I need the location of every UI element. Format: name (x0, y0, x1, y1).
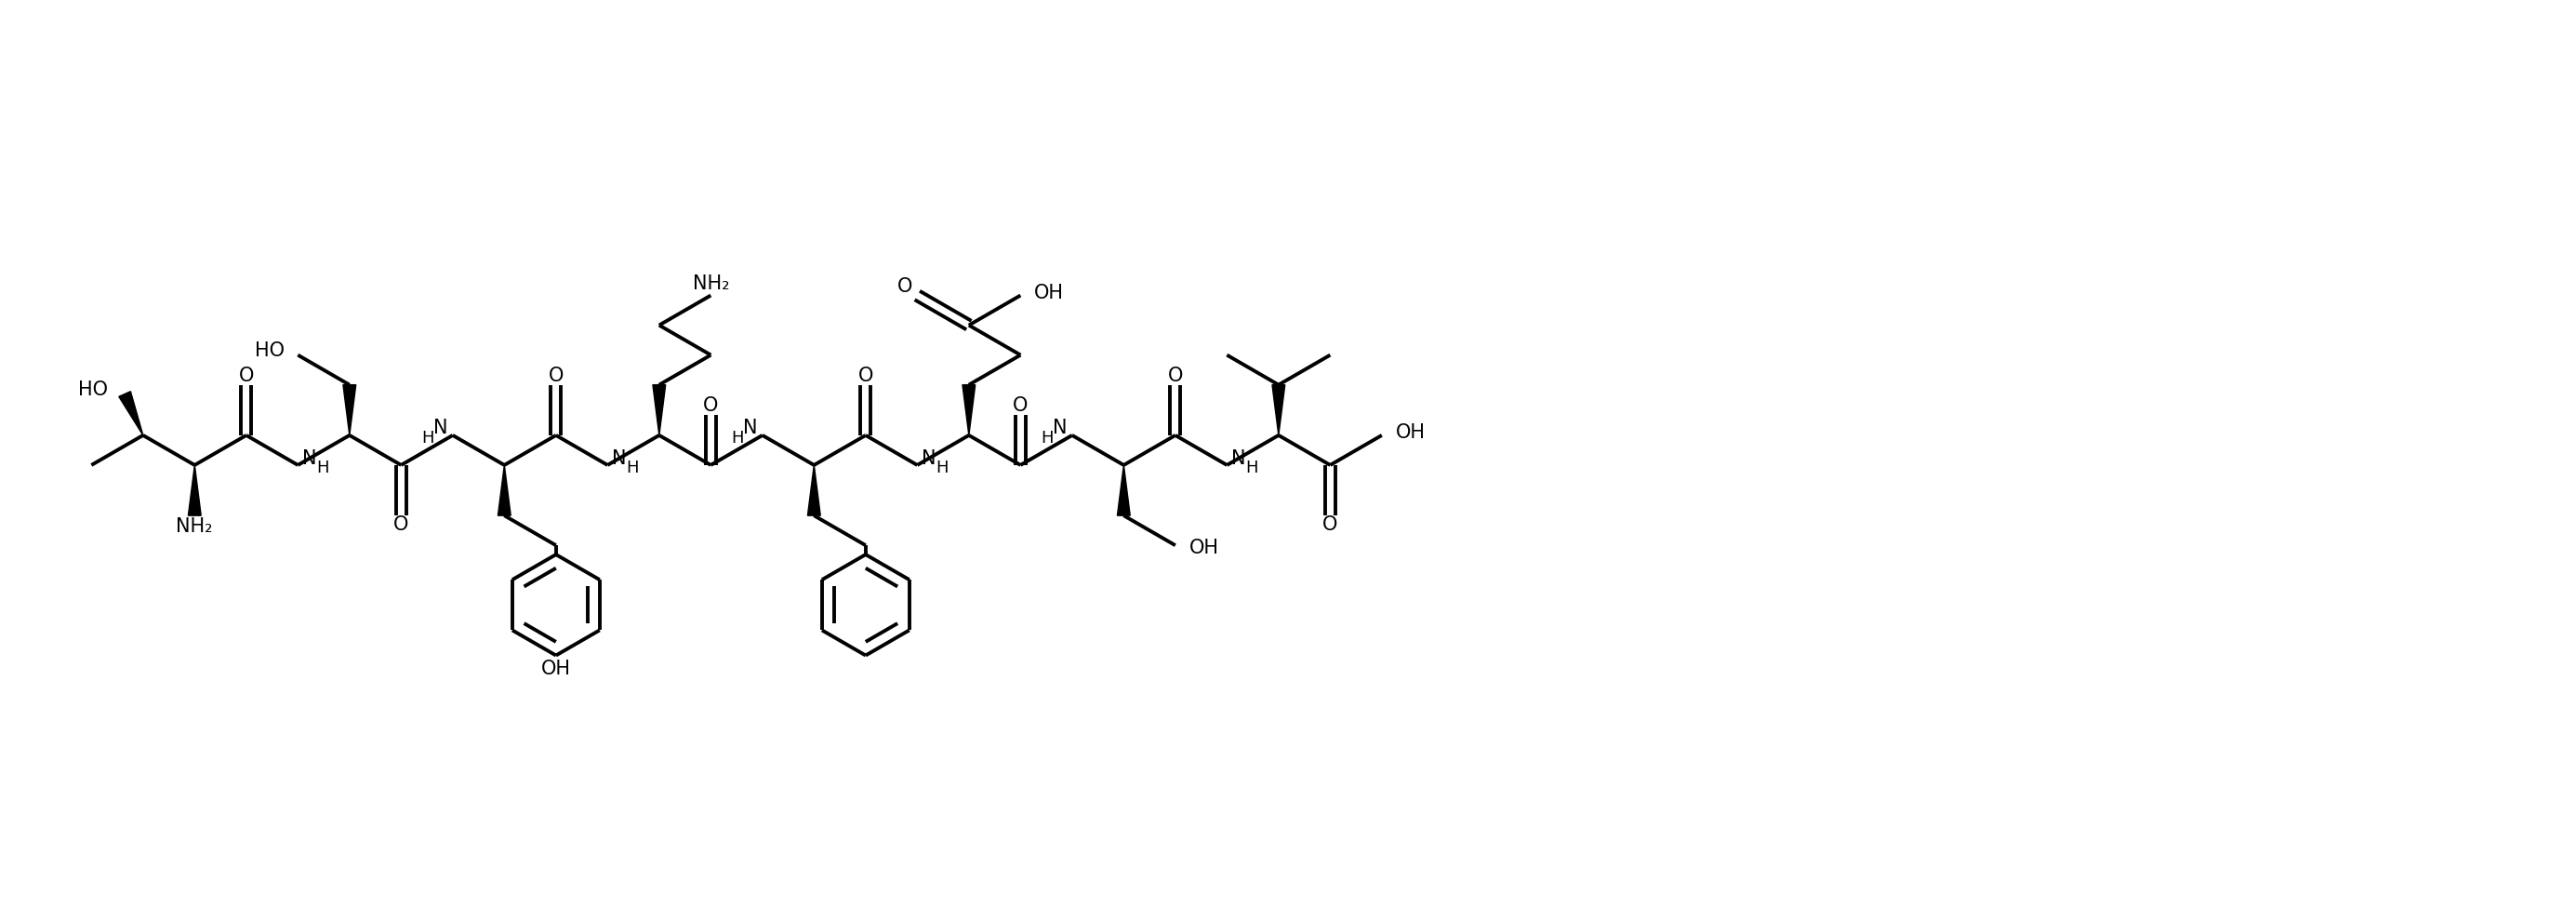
Polygon shape (343, 385, 355, 436)
Text: O: O (858, 367, 873, 385)
Text: N: N (433, 419, 448, 437)
Text: H: H (1041, 430, 1054, 447)
Text: OH: OH (1033, 284, 1064, 302)
Text: O: O (1321, 516, 1337, 534)
Text: NH₂: NH₂ (175, 518, 214, 536)
Text: OH: OH (541, 659, 572, 679)
Text: H: H (935, 460, 948, 476)
Text: H: H (626, 460, 639, 476)
Text: N: N (744, 419, 757, 437)
Text: NH₂: NH₂ (693, 274, 729, 293)
Text: N: N (1231, 449, 1247, 468)
Text: N: N (301, 449, 317, 468)
Polygon shape (188, 465, 201, 516)
Text: N: N (613, 449, 626, 468)
Polygon shape (652, 385, 665, 436)
Text: H: H (422, 430, 435, 447)
Text: OH: OH (1396, 424, 1425, 442)
Text: O: O (1012, 396, 1028, 414)
Polygon shape (118, 391, 144, 436)
Text: HO: HO (77, 380, 108, 399)
Text: H: H (1244, 460, 1257, 476)
Polygon shape (963, 385, 976, 436)
Polygon shape (497, 465, 510, 516)
Text: O: O (549, 367, 564, 385)
Text: OH: OH (1190, 539, 1218, 557)
Text: O: O (394, 516, 410, 534)
Polygon shape (1118, 465, 1131, 516)
Text: N: N (1054, 419, 1066, 437)
Text: N: N (922, 449, 935, 468)
Text: HO: HO (255, 341, 283, 360)
Text: H: H (732, 430, 744, 447)
Text: O: O (703, 396, 719, 414)
Text: O: O (240, 367, 255, 385)
Text: H: H (317, 460, 330, 476)
Text: O: O (1167, 367, 1182, 385)
Polygon shape (1273, 385, 1285, 436)
Polygon shape (809, 465, 819, 516)
Text: O: O (896, 277, 912, 296)
